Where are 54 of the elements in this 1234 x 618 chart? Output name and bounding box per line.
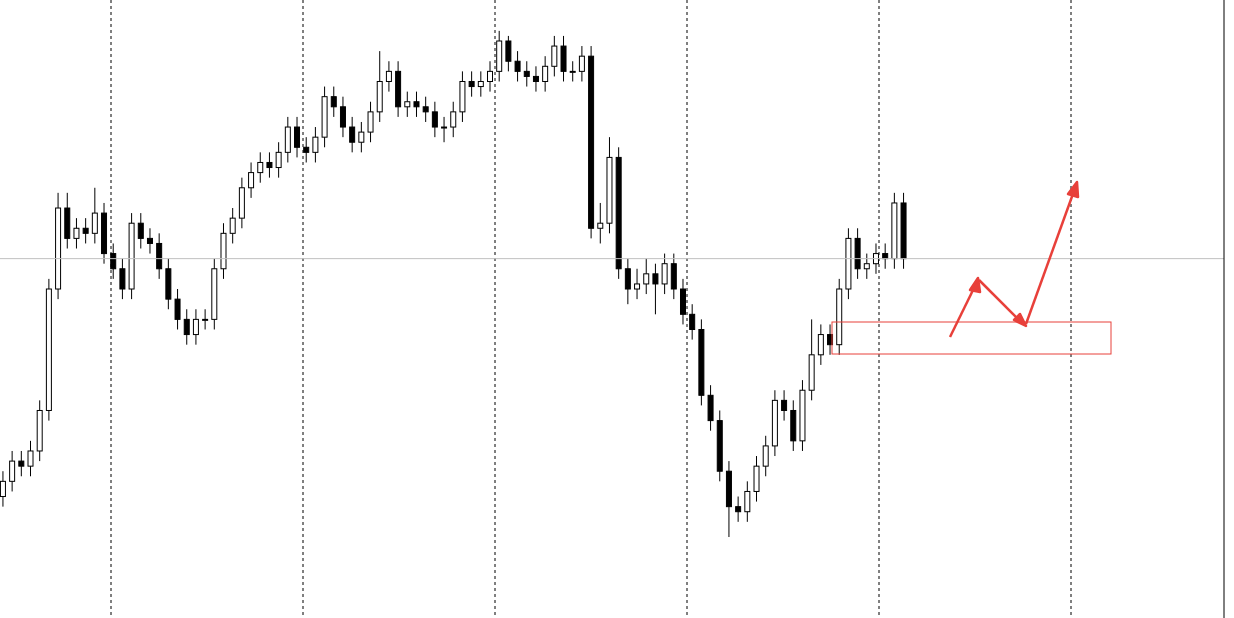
candlestick	[551, 35, 558, 77]
candlestick	[441, 116, 448, 143]
candlestick	[27, 440, 34, 477]
candlestick	[643, 258, 650, 295]
candlestick	[266, 151, 273, 179]
candlestick	[257, 151, 264, 184]
candlestick	[119, 258, 126, 300]
candlestick	[468, 70, 475, 98]
candlestick	[744, 480, 751, 523]
candlestick	[413, 91, 420, 118]
candlestick	[82, 217, 89, 244]
candlestick	[597, 202, 604, 244]
candlestick	[578, 45, 585, 82]
candlestick	[275, 141, 282, 179]
candlestick	[385, 60, 392, 93]
candlestick	[450, 101, 457, 138]
candlestick	[9, 450, 16, 492]
candlestick	[532, 65, 539, 93]
candlestick	[523, 60, 530, 88]
candlestick	[624, 258, 631, 305]
candlestick	[137, 212, 144, 250]
candlestick	[339, 96, 346, 138]
candlestick	[349, 116, 356, 153]
candlestick	[477, 70, 484, 98]
candlestick	[358, 121, 365, 153]
candlestick	[505, 35, 512, 72]
candlestick	[192, 308, 199, 346]
candlestick	[202, 308, 209, 330]
candlestick	[863, 253, 870, 280]
candlestick	[431, 101, 438, 138]
candlestick	[634, 268, 641, 300]
candlestick	[422, 96, 429, 123]
candlestick	[229, 207, 236, 244]
candlestick	[91, 187, 98, 244]
candlestick	[294, 116, 301, 158]
candlestick	[330, 86, 337, 118]
candlestick	[146, 227, 153, 255]
candlestick	[652, 263, 659, 315]
candlestick	[661, 253, 668, 295]
candlestick	[248, 161, 255, 199]
candlestick	[762, 435, 769, 477]
candlestick	[514, 50, 521, 82]
candlestick	[183, 308, 190, 346]
candlestick	[542, 55, 549, 93]
candlestick	[404, 91, 411, 118]
candlestick	[569, 60, 576, 82]
candlestick	[174, 288, 181, 330]
candlestick	[18, 450, 25, 477]
candlestick	[735, 496, 742, 523]
candlestick	[817, 323, 824, 366]
candlestick	[781, 389, 788, 422]
candlestick	[312, 126, 319, 163]
candlestick	[367, 101, 374, 143]
candlestick	[73, 217, 80, 250]
